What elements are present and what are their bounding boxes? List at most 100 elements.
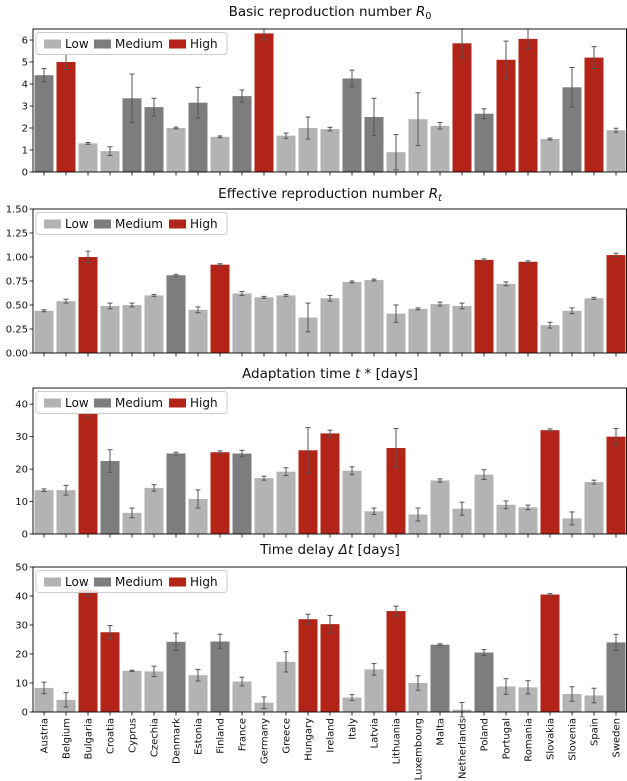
bar-hungary [298,317,318,353]
bar-latvia [364,117,384,172]
bar-croatia [100,461,120,534]
y-tick-label: 1.00 [6,253,28,264]
x-tick-label: France [238,718,249,751]
y-tick-label: 4 [22,80,28,91]
x-tick-label: Netherlands [458,718,469,779]
bar-latvia [364,511,384,534]
bar-croatia [100,151,120,172]
bar-estonia [188,498,208,534]
y-tick-label: 3 [22,102,28,113]
x-tick-label: Lithuania [392,718,403,764]
bar-bulgaria [78,590,98,712]
bar-malta [430,304,450,353]
x-tick-label: Austria [40,718,51,753]
bar-italy [342,697,362,712]
x-tick-label: Belgium [62,718,73,759]
legend-label-medium: Medium [115,37,163,51]
bar-france [232,681,252,712]
y-tick-label: 1 [22,146,28,157]
bar-luxembourg [408,514,428,534]
bar-lithuania [386,313,406,353]
bar-sweden [606,436,626,534]
y-tick-label: 0 [22,168,28,179]
bar-hungary [298,619,318,712]
bar-slovakia [540,325,560,353]
bar-slovakia [540,594,560,712]
bar-sweden [606,642,626,712]
bar-romania [518,38,538,173]
chart-title: Effective reproduction number Rt [218,186,443,204]
bar-malta [430,125,450,172]
x-tick-label: Estonia [194,718,205,755]
legend-label-low: Low [65,575,89,589]
x-tick-label: Czechia [150,718,161,757]
bar-germany [254,478,274,534]
y-tick-label: 1.50 [6,205,28,216]
bar-lithuania [386,448,406,534]
bar-hungary [298,128,318,172]
y-tick-label: 40 [15,592,28,603]
x-tick-label: Finland [216,718,227,754]
bar-sweden [606,130,626,172]
bar-czechia [144,671,164,712]
bar-italy [342,470,362,534]
legend-label-high: High [190,396,218,410]
bar-austria [34,75,54,172]
x-tick-label: Ireland [326,718,337,753]
bar-spain [584,482,604,534]
chart-panel-4: Time delay Δt [days] 0 10 20 30 40 50 Low Medium… [15,542,627,780]
y-tick-label: 20 [15,465,28,476]
x-tick-label: Luxembourg [414,718,425,780]
legend: Low Medium High [35,391,228,414]
x-tick-label: Denmark [172,718,183,764]
bar-malta [430,644,450,712]
bar-poland [474,113,494,172]
bar-slovenia [562,694,582,712]
y-tick-label: 6 [22,36,28,47]
legend-swatch-medium [94,398,111,408]
x-tick-label: Poland [480,718,491,751]
bar-portugal [496,504,516,534]
bar-croatia [100,632,120,712]
legend-box [35,570,228,593]
y-tick-label: 5 [22,58,28,69]
bar-sweden [606,255,626,353]
bar-slovenia [562,87,582,172]
chart-title: Basic reproduction number R0 [229,4,432,22]
bar-bulgaria [78,413,98,534]
legend-box [35,391,228,414]
bar-ireland [320,433,340,534]
bar-austria [34,687,54,712]
bar-italy [342,281,362,353]
y-tick-label: 50 [15,563,28,574]
legend: Low Medium High [35,32,228,55]
bar-greece [276,471,296,534]
legend-label-medium: Medium [115,575,163,589]
bar-spain [584,57,604,172]
bar-denmark [166,641,186,712]
y-tick-label: 1.25 [6,229,28,240]
legend-label-high: High [190,37,218,51]
legend-swatch-medium [94,39,111,49]
y-tick-label: 40 [15,400,28,411]
legend-label-medium: Medium [115,217,163,231]
legend-box [35,32,228,55]
bar-belgium [56,62,76,172]
bar-hungary [298,450,318,534]
y-tick-label: 0.25 [6,325,28,336]
bar-latvia [364,669,384,712]
bar-finland [210,452,230,534]
y-tick-label: 10 [15,497,28,508]
bar-greece [276,135,296,172]
bar-belgium [56,490,76,534]
x-tick-label: Romania [524,718,535,762]
bar-bulgaria [78,257,98,353]
y-tick-label: 20 [15,650,28,661]
chart-panel-1: Basic reproduction number R0 0 1 2 3 4 5 6 Low Me… [22,4,627,179]
bar-portugal [496,686,516,712]
bar-spain [584,695,604,712]
legend-swatch-high [169,398,186,408]
bar-austria [34,310,54,353]
bar-netherlands [452,43,472,172]
